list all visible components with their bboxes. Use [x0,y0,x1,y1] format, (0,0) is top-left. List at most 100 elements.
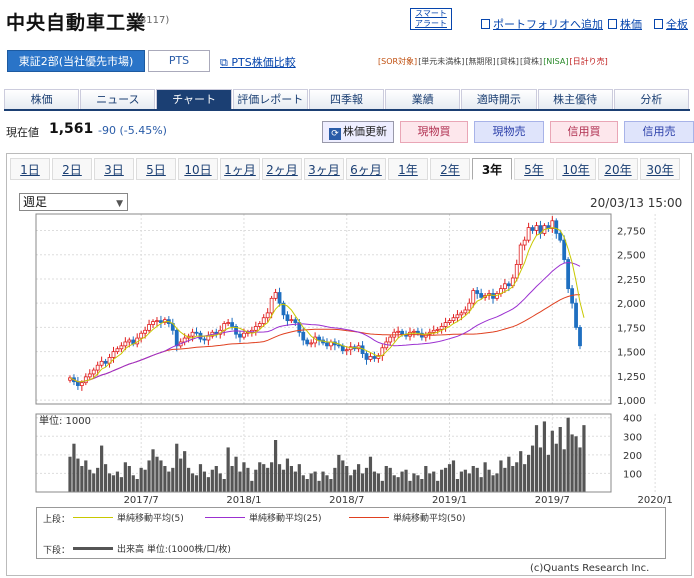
candle-body [147,324,151,331]
stock-price-link[interactable]: 株価 [608,16,642,32]
tab-disclosure[interactable]: 適時開示 [461,89,537,109]
period-tab[interactable]: 10日 [178,158,218,180]
period-tab[interactable]: 2日 [52,158,92,180]
period-tab[interactable]: 20年 [598,158,638,180]
portfolio-link[interactable]: ポートフォリオへ追加 [481,16,603,32]
volume-bar [155,456,159,492]
candle-body [174,329,179,347]
volume-bar [404,469,408,492]
volume-bar [238,471,242,492]
candle-body [344,349,349,352]
candle-body [95,364,100,371]
price-tick-label: 2,750 [617,226,646,237]
period-tab[interactable]: 1ヶ月 [220,158,260,180]
volume-bar [321,471,325,492]
volume-bar [440,469,444,492]
period-tab[interactable]: 1年 [388,158,428,180]
company-name: 中央自動車工業 [6,12,147,34]
volume-bar [471,466,475,492]
sell-spot-button[interactable]: 現物売 [474,121,544,143]
period-tab[interactable]: 30年 [640,158,680,180]
ma25-swatch [205,517,245,518]
tab-stock-price[interactable]: 株価 [4,89,80,109]
volume-bar [372,471,377,492]
volume-bar [187,467,191,492]
candle-body [301,331,306,341]
period-tab[interactable]: 2ヶ月 [262,158,302,180]
legend-upper-label: 上段： [43,515,71,525]
candle-body [388,336,393,343]
volume-bar [515,462,519,492]
volume-bar [507,456,511,492]
interval-select[interactable]: 週足 ▼ [19,193,128,211]
period-tab[interactable]: 2年 [430,158,470,180]
ma50-line [69,294,580,383]
tab-news[interactable]: ニュース [80,89,156,109]
tab-rating-report[interactable]: 評価レポート [232,89,308,109]
volume-bar [210,469,214,492]
sell-margin-button[interactable]: 信用売 [624,121,694,143]
tab-shikiho[interactable]: 四季報 [308,89,385,109]
period-tab[interactable]: 3日 [94,158,134,180]
candle-body [522,239,527,246]
market-tab-tse[interactable]: 東証2部(当社優先市場) [7,50,145,72]
candle-body [202,338,207,341]
volume-bar [368,456,373,492]
volume-bar [554,443,558,492]
candle-body [396,330,401,333]
update-price-button[interactable]: ⟳ 株価更新 [322,121,394,143]
buy-margin-button[interactable]: 信用買 [550,121,618,143]
portfolio-icon [481,19,490,29]
candle-body [123,341,128,347]
volume-bar [111,475,116,492]
candle-body [257,323,262,327]
smart-alert-line2: アラート [415,19,447,28]
candle-body [562,239,567,260]
volume-bar [159,460,163,492]
period-tab-active[interactable]: 3年 [472,158,512,180]
current-price-value: 1,561 [49,121,94,137]
time-tick-label: 2019/7 [535,495,570,506]
volume-bar [345,466,349,492]
tab-chart[interactable]: チャート [156,89,232,109]
volume-bar [266,467,270,492]
period-tab[interactable]: 5年 [514,158,554,180]
smart-alert-link[interactable]: スマート アラート [410,8,452,30]
candle-body [234,326,238,335]
candle-body [79,382,84,386]
tab-benefits[interactable]: 株主優待 [537,89,613,109]
period-tab[interactable]: 6ヶ月 [346,158,386,180]
refresh-icon: ⟳ [329,128,341,140]
legend-volume: 出来高 単位:(1000株/口/枚) [117,545,231,555]
volume-bar [349,475,353,492]
pts-compare-link[interactable]: ⧉ PTS株価比較 [220,54,296,70]
period-tab[interactable]: 3ヶ月 [304,158,344,180]
time-tick-label: 2018/7 [329,495,364,506]
tab-performance[interactable]: 業績 [385,89,461,109]
volume-bar [277,464,282,492]
volume-bar [107,473,112,492]
volume-bar [530,445,535,492]
volume-bar [463,469,467,492]
candle-body [277,292,282,304]
volume-bar [147,460,151,492]
candle-body [261,317,266,324]
volume-bar [400,471,404,492]
update-price-label: 株価更新 [343,125,387,138]
period-tab[interactable]: 10年 [556,158,596,180]
candle-body [502,283,507,290]
candle-body [491,293,495,299]
volume-bar [534,425,539,492]
tab-analysis[interactable]: 分析 [613,89,689,109]
all-board-link[interactable]: 全板 [654,16,688,32]
period-tab[interactable]: 1日 [10,158,50,180]
candle-body [534,225,539,231]
candle-body [265,312,270,319]
market-tab-pts[interactable]: PTS [148,50,210,72]
buy-spot-button[interactable]: 現物買 [400,121,468,143]
candle-body [253,326,258,331]
period-tab[interactable]: 5日 [136,158,176,180]
volume-bar [503,467,507,492]
legend-ma5: 単純移動平均(5) [117,514,184,524]
volume-bar [451,460,456,492]
